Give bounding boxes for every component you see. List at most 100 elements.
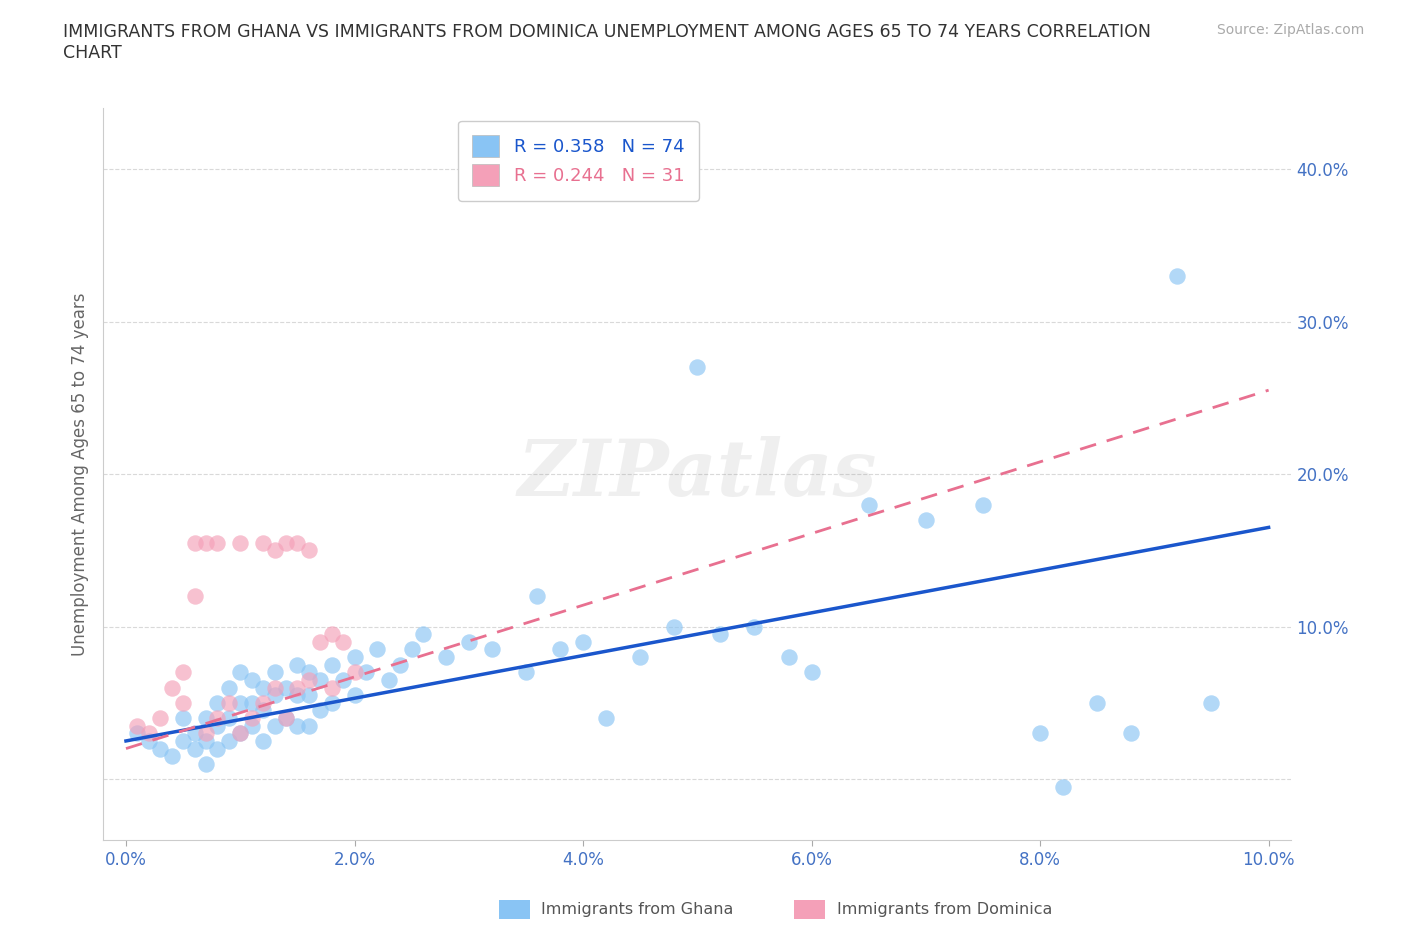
Point	[309, 703, 332, 718]
Point	[800, 665, 823, 680]
Point	[172, 734, 194, 749]
Text: ZIPatlas: ZIPatlas	[517, 436, 877, 512]
Point	[515, 665, 537, 680]
Point	[389, 658, 412, 672]
Point	[207, 718, 229, 733]
Point	[548, 642, 571, 657]
Point	[218, 734, 240, 749]
Point	[194, 711, 217, 725]
Point	[138, 734, 160, 749]
Point	[709, 627, 731, 642]
Point	[1085, 696, 1108, 711]
Point	[172, 696, 194, 711]
Point	[274, 711, 297, 725]
Point	[263, 680, 285, 695]
Point	[321, 680, 343, 695]
Point	[149, 711, 172, 725]
Point	[526, 589, 548, 604]
Point	[972, 498, 994, 512]
Point	[252, 734, 274, 749]
Point	[274, 680, 297, 695]
Point	[298, 543, 321, 558]
Point	[229, 696, 252, 711]
Point	[207, 696, 229, 711]
Point	[309, 634, 332, 649]
Point	[914, 512, 936, 527]
Point	[240, 718, 263, 733]
Point	[252, 680, 274, 695]
Point	[309, 672, 332, 687]
Point	[274, 711, 297, 725]
Text: Immigrants from Dominica: Immigrants from Dominica	[837, 902, 1052, 917]
Point	[138, 726, 160, 741]
Point	[1121, 726, 1143, 741]
Point	[321, 658, 343, 672]
Point	[332, 634, 354, 649]
Point	[412, 627, 434, 642]
Point	[298, 665, 321, 680]
Text: IMMIGRANTS FROM GHANA VS IMMIGRANTS FROM DOMINICA UNEMPLOYMENT AMONG AGES 65 TO : IMMIGRANTS FROM GHANA VS IMMIGRANTS FROM…	[63, 23, 1152, 62]
Point	[240, 696, 263, 711]
Bar	[794, 900, 825, 919]
Point	[321, 696, 343, 711]
Point	[194, 726, 217, 741]
Point	[183, 741, 205, 756]
Point	[287, 680, 309, 695]
Point	[229, 726, 252, 741]
Point	[1029, 726, 1052, 741]
Point	[252, 536, 274, 551]
Point	[183, 536, 205, 551]
Point	[183, 726, 205, 741]
Point	[572, 634, 595, 649]
Point	[127, 726, 149, 741]
Point	[172, 711, 194, 725]
Point	[218, 696, 240, 711]
Point	[1052, 779, 1074, 794]
Point	[229, 536, 252, 551]
Point	[287, 536, 309, 551]
Bar	[499, 900, 530, 919]
Point	[287, 718, 309, 733]
Point	[744, 619, 766, 634]
Point	[354, 665, 377, 680]
Point	[183, 589, 205, 604]
Point	[434, 650, 457, 665]
Point	[160, 680, 183, 695]
Point	[401, 642, 423, 657]
Point	[628, 650, 651, 665]
Point	[343, 665, 366, 680]
Point	[664, 619, 686, 634]
Point	[252, 703, 274, 718]
Point	[343, 650, 366, 665]
Point	[274, 536, 297, 551]
Point	[481, 642, 503, 657]
Point	[298, 688, 321, 703]
Point	[127, 718, 149, 733]
Point	[778, 650, 800, 665]
Point	[149, 741, 172, 756]
Point	[263, 543, 285, 558]
Point	[298, 718, 321, 733]
Point	[194, 536, 217, 551]
Point	[207, 741, 229, 756]
Point	[240, 672, 263, 687]
Point	[595, 711, 617, 725]
Point	[194, 756, 217, 771]
Point	[263, 718, 285, 733]
Point	[1166, 269, 1188, 284]
Point	[218, 711, 240, 725]
Y-axis label: Unemployment Among Ages 65 to 74 years: Unemployment Among Ages 65 to 74 years	[72, 292, 89, 656]
Point	[287, 658, 309, 672]
Text: Immigrants from Ghana: Immigrants from Ghana	[541, 902, 734, 917]
Point	[207, 536, 229, 551]
Point	[858, 498, 880, 512]
Point	[263, 688, 285, 703]
Point	[686, 360, 709, 375]
Point	[207, 711, 229, 725]
Point	[343, 688, 366, 703]
Point	[263, 665, 285, 680]
Point	[298, 672, 321, 687]
Point	[252, 696, 274, 711]
Point	[240, 711, 263, 725]
Point	[332, 672, 354, 687]
